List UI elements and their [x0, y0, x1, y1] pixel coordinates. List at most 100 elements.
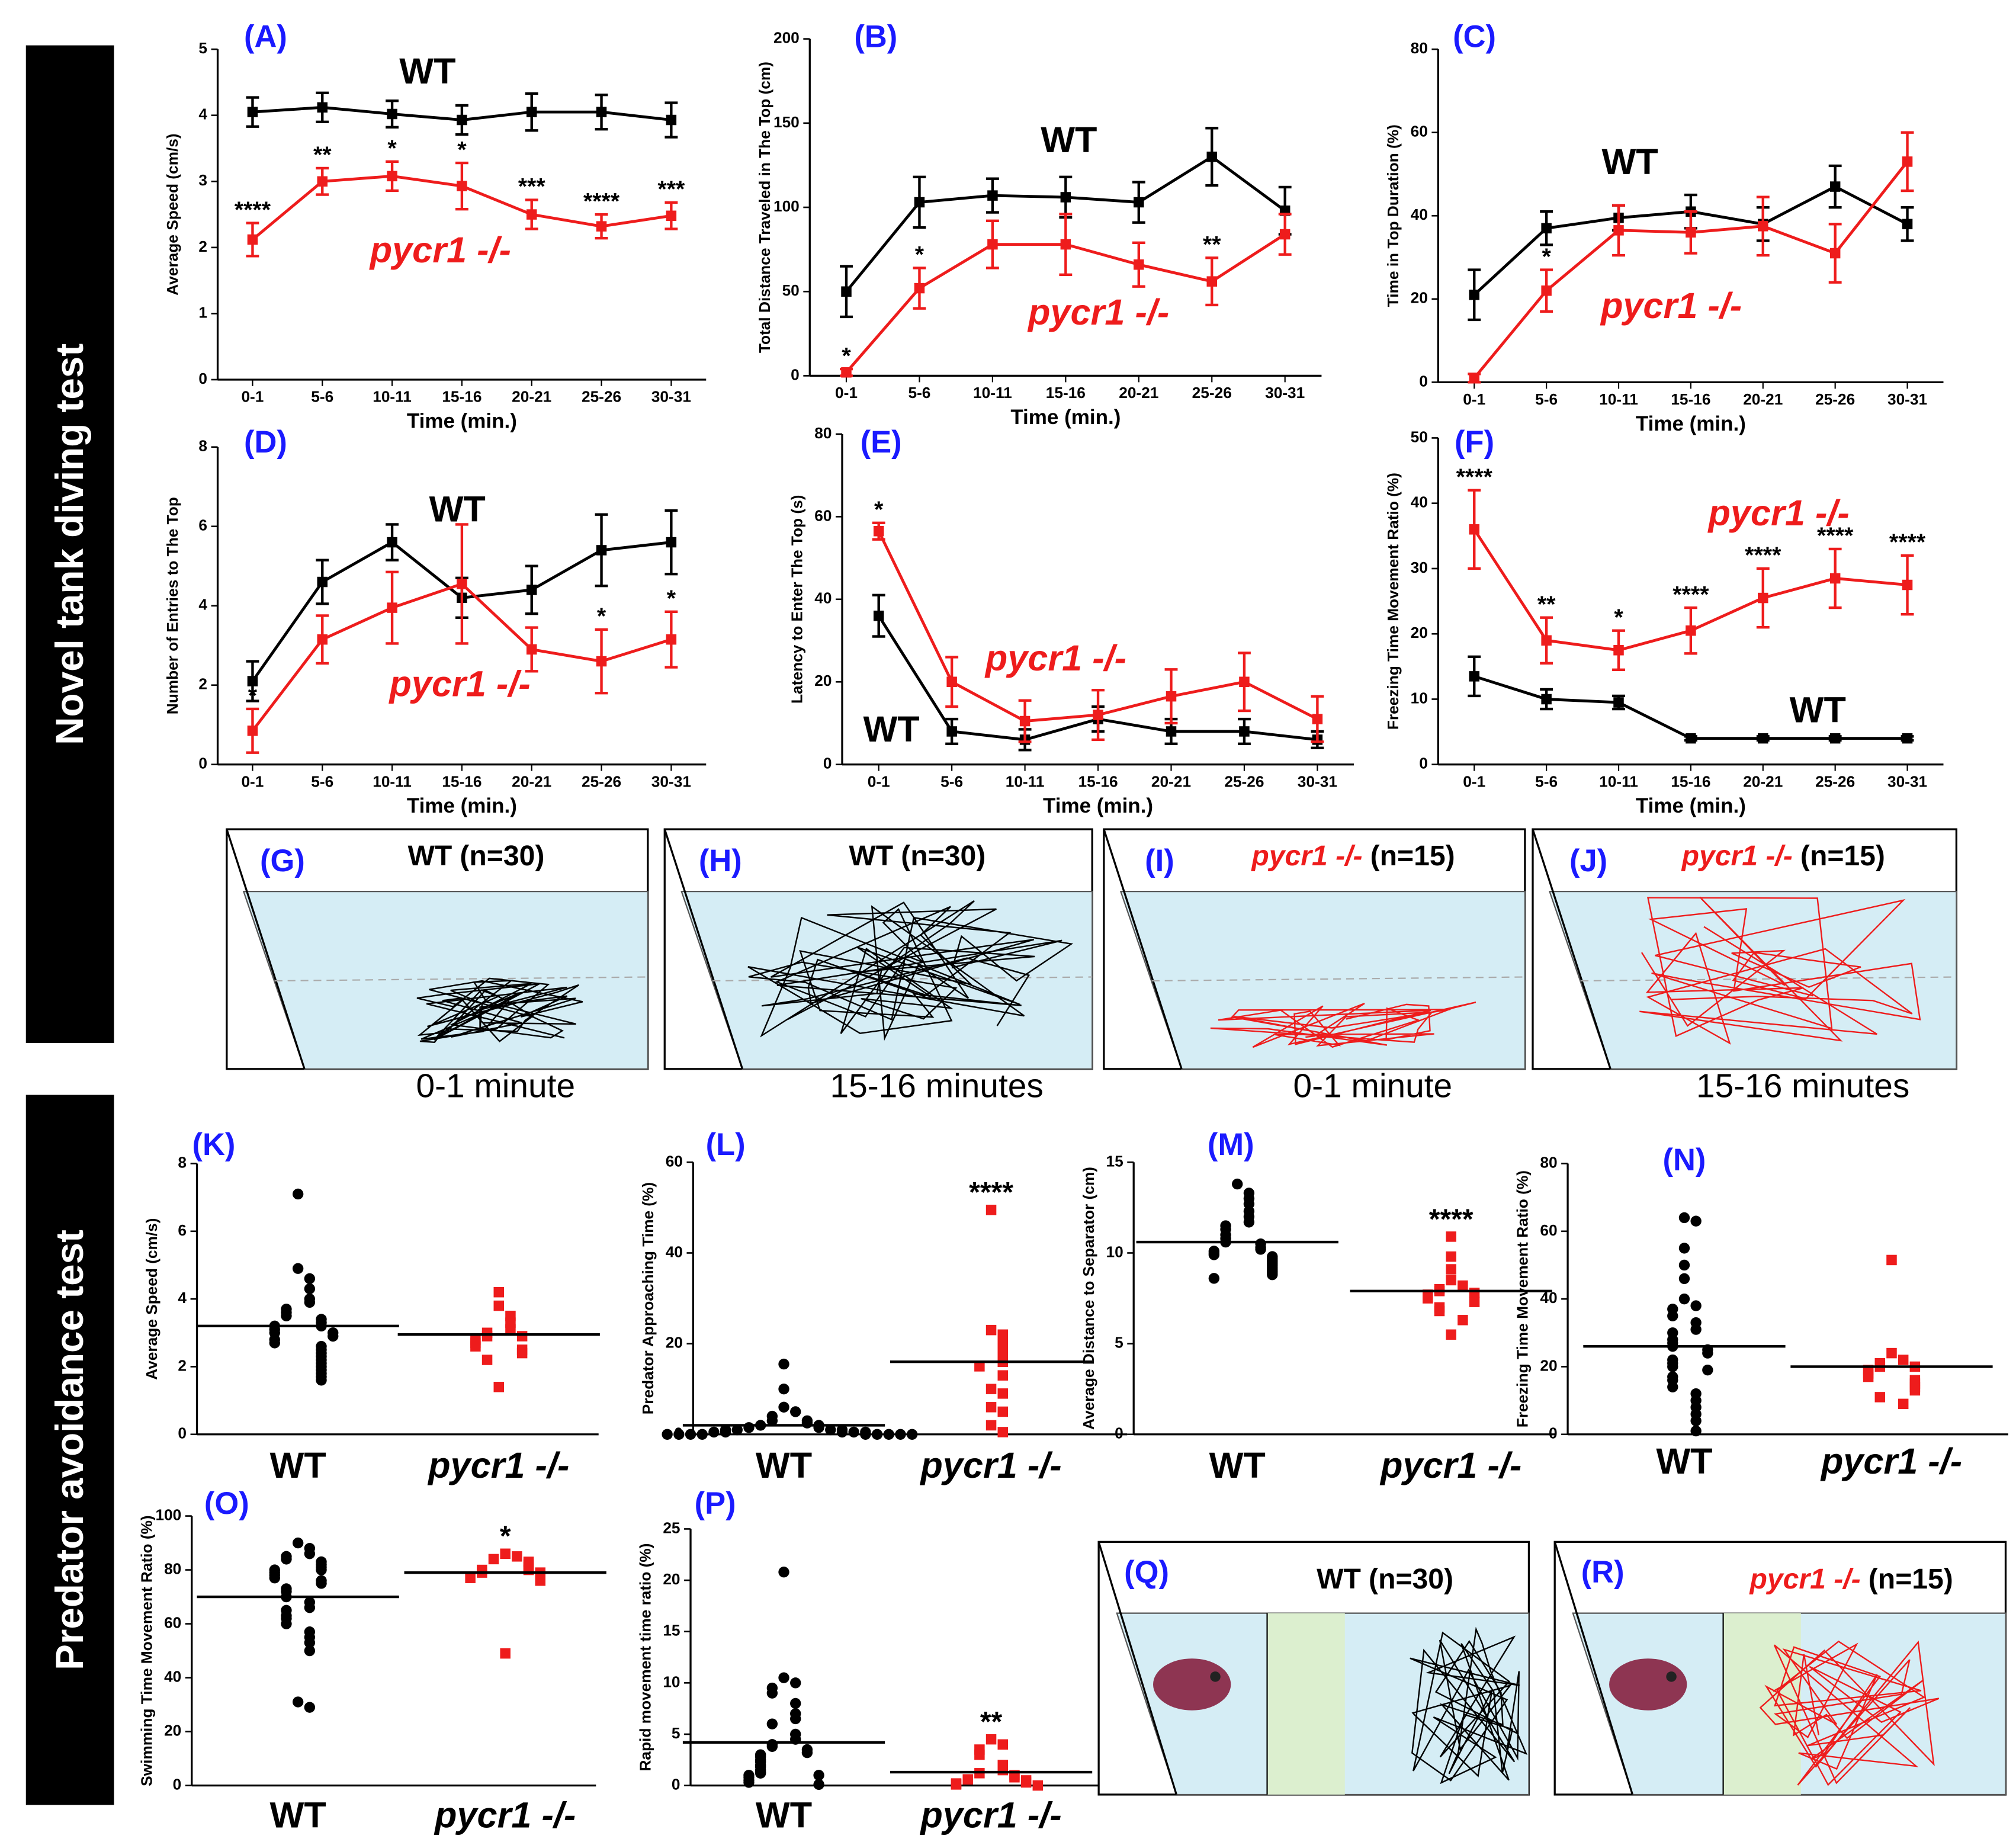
- point: [801, 1747, 813, 1758]
- y-tick-label: 0: [823, 755, 832, 772]
- y-axis-label: Average Speed (cm/s): [143, 1218, 160, 1379]
- y-axis-label: Predator Approaching Time (%): [639, 1182, 657, 1414]
- point: [871, 1429, 883, 1440]
- category-label: pycr1 -/-: [427, 1445, 569, 1485]
- point: [304, 1283, 316, 1295]
- water: [680, 891, 1093, 1070]
- point: [481, 1355, 493, 1365]
- point: [500, 1648, 511, 1659]
- section-label: Novel tank diving test: [48, 344, 91, 745]
- point: [1678, 1259, 1690, 1271]
- point: [1686, 625, 1696, 636]
- point: [526, 644, 537, 655]
- y-tick-label: 40: [814, 589, 832, 607]
- significance: **: [980, 1706, 1003, 1738]
- point: [696, 1429, 708, 1440]
- panel-label: (M): [1208, 1127, 1254, 1162]
- y-tick-label: 5: [672, 1724, 680, 1742]
- point: [1690, 1425, 1702, 1437]
- point: [1758, 592, 1768, 604]
- x-tick-label: 30-31: [651, 772, 691, 790]
- y-tick-label: 1: [198, 303, 207, 321]
- x-tick-label: 10-11: [1006, 772, 1045, 790]
- point: [1232, 1178, 1243, 1190]
- x-tick-label: 15-16: [1671, 772, 1710, 790]
- point: [860, 1429, 871, 1440]
- point: [1863, 1371, 1874, 1382]
- point: [1702, 1347, 1713, 1359]
- significance: ****: [969, 1176, 1013, 1208]
- midline: [274, 976, 648, 982]
- point: [493, 1300, 504, 1311]
- point: [778, 1567, 789, 1578]
- point: [596, 107, 607, 117]
- significance: *: [248, 683, 258, 709]
- point: [316, 1375, 327, 1386]
- point: [836, 1426, 848, 1438]
- point: [292, 1537, 304, 1549]
- point: [1541, 635, 1552, 646]
- series-label: pycr1 -/-: [1600, 285, 1742, 326]
- point: [281, 1618, 292, 1629]
- x-tick-label: 10-11: [373, 772, 412, 790]
- series-label: WT: [1790, 689, 1846, 730]
- point: [387, 171, 397, 182]
- point: [304, 1297, 316, 1308]
- significance: ****: [583, 188, 620, 214]
- point: [1667, 1361, 1678, 1372]
- midline: [712, 976, 1093, 982]
- point: [1541, 694, 1552, 705]
- x-tick-label: 0-1: [835, 384, 858, 402]
- predator-fish: [1609, 1658, 1687, 1711]
- point: [1686, 733, 1696, 744]
- point: [1898, 1398, 1909, 1410]
- y-tick-label: 0: [198, 755, 207, 772]
- point: [304, 1645, 316, 1657]
- point: [1206, 276, 1217, 287]
- point: [708, 1426, 720, 1438]
- point: [387, 108, 397, 120]
- y-axis-label: Total Distance Traveled in The Top (cm): [756, 62, 773, 353]
- point: [743, 1422, 755, 1433]
- point: [1541, 285, 1552, 296]
- point: [951, 1779, 962, 1790]
- point: [328, 1330, 339, 1342]
- x-tick-label: 30-31: [1887, 772, 1927, 790]
- point: [1093, 710, 1103, 720]
- significance: *: [915, 242, 924, 268]
- point: [997, 1739, 1008, 1750]
- point: [1060, 239, 1071, 250]
- panel-label: (O): [204, 1486, 249, 1521]
- y-tick-label: 0: [173, 1776, 182, 1793]
- point: [825, 1424, 836, 1436]
- trajectory: [1639, 896, 1921, 1045]
- tank-edge: [1103, 829, 1183, 1070]
- point: [914, 197, 925, 208]
- x-axis-label: Time (min.): [1636, 794, 1746, 817]
- point: [317, 576, 328, 588]
- significance: ****: [1817, 523, 1854, 549]
- y-tick-label: 60: [164, 1614, 181, 1632]
- point: [1702, 1364, 1713, 1376]
- y-tick-label: 20: [1540, 1356, 1557, 1374]
- y-tick-label: 60: [666, 1152, 683, 1170]
- point: [1678, 1243, 1690, 1254]
- y-tick-label: 0: [1419, 372, 1428, 390]
- y-tick-label: 10: [1106, 1243, 1123, 1260]
- category-label: pycr1 -/-: [1820, 1441, 1962, 1481]
- point: [500, 1548, 511, 1559]
- point: [1690, 1300, 1702, 1311]
- point: [596, 221, 607, 232]
- point: [387, 537, 397, 548]
- genotype: pycr1 -/-: [1250, 840, 1362, 872]
- significance: ****: [1429, 1203, 1474, 1235]
- point: [987, 190, 998, 201]
- y-tick-label: 100: [773, 197, 800, 215]
- panel-label: (G): [260, 843, 305, 878]
- series-label: pycr1 -/-: [1707, 493, 1850, 533]
- point: [997, 1406, 1008, 1417]
- point: [505, 1324, 516, 1335]
- significance: *: [500, 1520, 511, 1552]
- series-label: pycr1 -/-: [388, 664, 530, 704]
- x-tick-label: 10-11: [1599, 390, 1638, 408]
